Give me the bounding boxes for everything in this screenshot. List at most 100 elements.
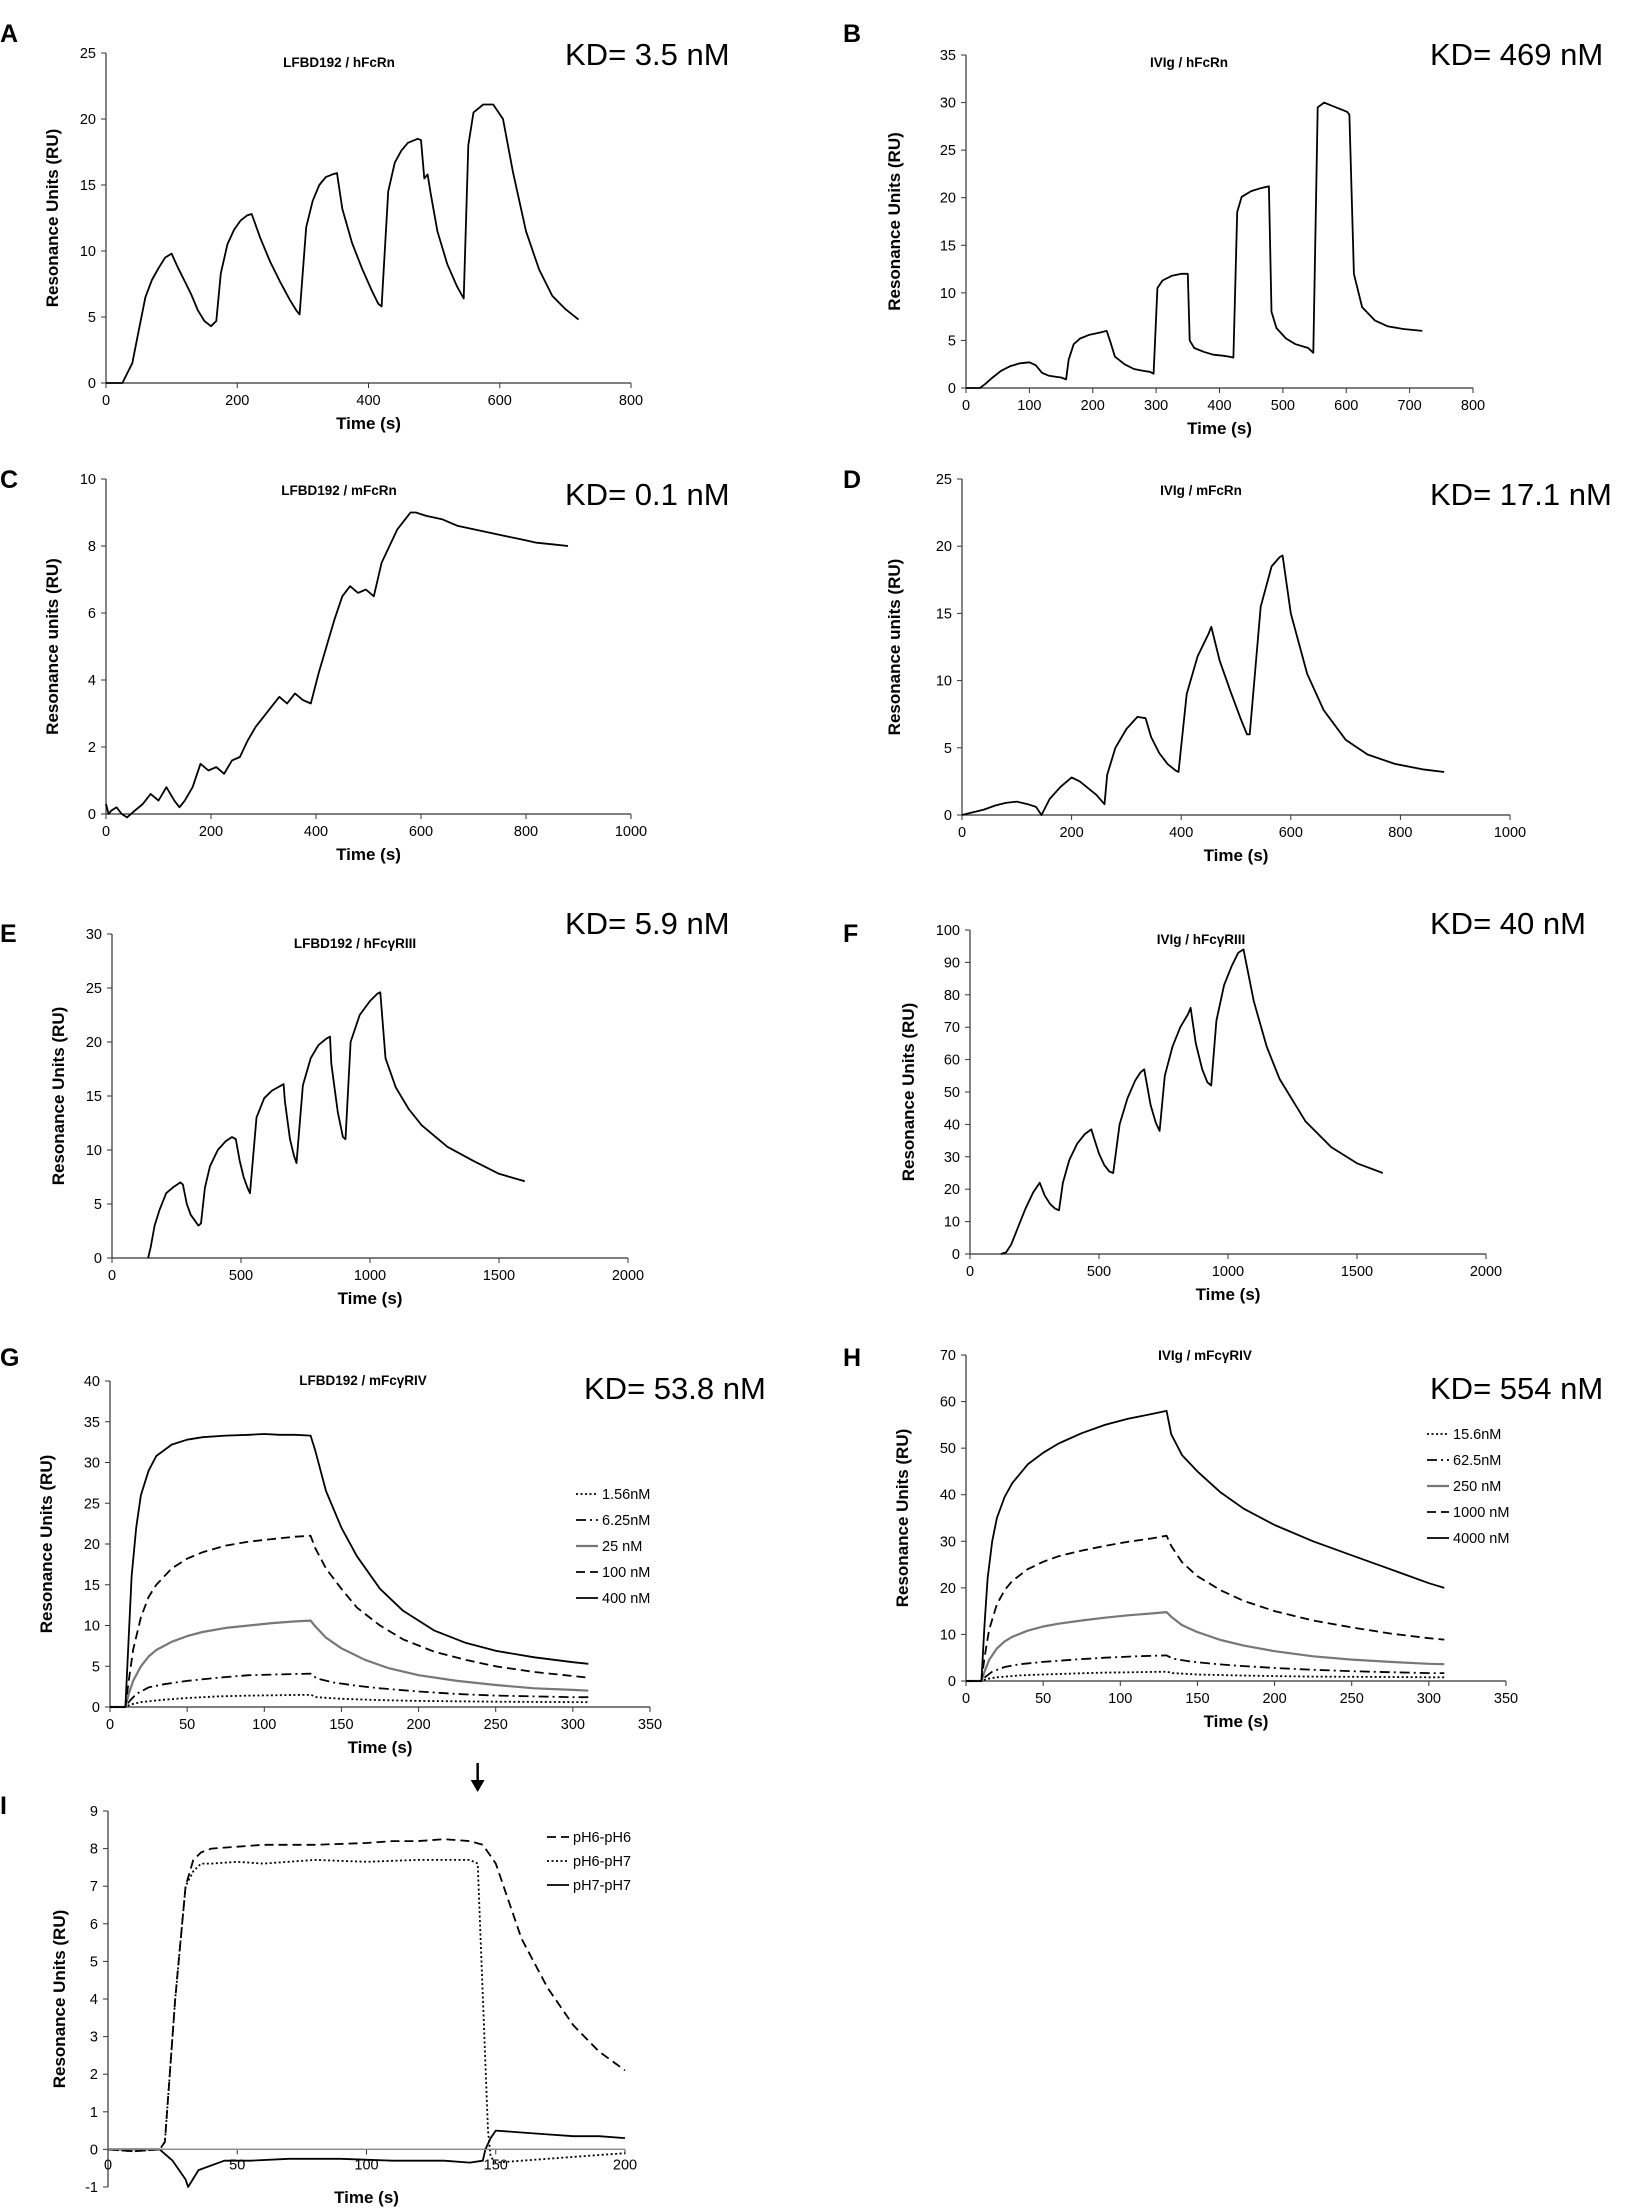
series-line-250-nm (966, 1611, 1445, 1683)
x-tick-label: 800 (1388, 825, 1412, 841)
x-tick-label: 500 (1271, 398, 1295, 414)
panel-letter: E (0, 920, 17, 948)
y-tick-label: 20 (86, 1035, 102, 1051)
x-tick-label: 300 (1144, 398, 1168, 414)
y-tick-label: 0 (88, 376, 96, 392)
y-axis-label: Resonance Units (RU) (50, 1910, 69, 2089)
x-tick-label: 50 (229, 2157, 245, 2173)
series-line-sensorgram (1000, 948, 1384, 1255)
y-tick-label: 60 (940, 1395, 956, 1411)
panel-letter: I (0, 1792, 7, 1820)
x-tick-label: 0 (102, 393, 110, 409)
x-tick-label: 400 (356, 393, 380, 409)
x-tick-label: 700 (1398, 398, 1422, 414)
panel-b: B IVIg / hFcRn KD= 469 nM 0 5 10 15 20 25 30 35 0 10… (843, 20, 1603, 438)
legend-label: 15.6nM (1453, 1427, 1501, 1443)
series-line-25-nm (110, 1619, 589, 1709)
x-tick-label: 800 (1461, 398, 1485, 414)
x-tick-label: 200 (1262, 1691, 1286, 1707)
x-tick-label: 250 (484, 1717, 508, 1733)
x-axis-label: Time (s) (348, 1738, 413, 1757)
x-tick-label: 50 (1035, 1691, 1051, 1707)
x-tick-label: 1500 (1341, 1264, 1373, 1280)
y-tick-label: 40 (84, 1374, 100, 1390)
series-line-100-nm (110, 1534, 589, 1708)
y-tick-label: 25 (86, 981, 102, 997)
x-tick-label: 400 (1169, 825, 1193, 841)
y-tick-label: 80 (944, 988, 960, 1004)
x-axis-label: Time (s) (334, 2188, 399, 2207)
legend-label: 62.5nM (1453, 1453, 1501, 1469)
x-tick-label: 300 (561, 1717, 585, 1733)
panel-letter: D (843, 466, 861, 494)
panel-d: D IVIg / mFcRn KD= 17.1 nM 0 5 10 15 20 25 0 200 40… (843, 466, 1612, 865)
y-tick-label: 0 (948, 1674, 956, 1690)
x-tick-label: 0 (102, 824, 110, 840)
series-line-15-6nm (966, 1670, 1445, 1682)
y-tick-label: 100 (936, 923, 960, 939)
y-axis-label: Resonance Units (RU) (49, 1007, 68, 1186)
y-tick-label: 15 (940, 238, 956, 254)
y-tick-label: 90 (944, 955, 960, 971)
y-tick-label: 5 (94, 1197, 102, 1213)
y-tick-label: 0 (948, 381, 956, 397)
x-tick-label: 0 (958, 825, 966, 841)
y-tick-label: 70 (944, 1020, 960, 1036)
y-tick-label: 10 (936, 674, 952, 690)
y-tick-label: 1 (90, 2105, 98, 2121)
y-tick-label: 8 (88, 539, 96, 555)
x-tick-label: 800 (619, 393, 643, 409)
y-tick-label: 30 (940, 1534, 956, 1550)
panel-h: H IVIg / mFcγRIV KD= 554 nM 0 10 20 30 40 50 60 70… (843, 1344, 1603, 1731)
x-tick-label: 0 (962, 398, 970, 414)
y-tick-label: 2 (88, 740, 96, 756)
y-tick-label: 10 (944, 1215, 960, 1231)
y-tick-label: 30 (84, 1456, 100, 1472)
y-tick-label: 35 (84, 1415, 100, 1431)
series-line-1000-nm (966, 1534, 1445, 1682)
x-tick-label: 100 (1017, 398, 1041, 414)
y-tick-label: 10 (86, 1143, 102, 1159)
x-tick-label: 600 (409, 824, 433, 840)
x-tick-label: 150 (484, 2157, 508, 2173)
x-tick-label: 600 (488, 393, 512, 409)
x-tick-label: 1500 (483, 1268, 515, 1284)
panel-letter: H (843, 1344, 861, 1372)
y-axis-label: Resonance units (RU) (885, 559, 904, 736)
y-tick-label: 5 (948, 333, 956, 349)
legend-label: 1.56nM (602, 1487, 650, 1503)
y-tick-label: 4 (88, 673, 96, 689)
y-tick-label: 2 (90, 2067, 98, 2083)
series-line-sensorgram (105, 511, 569, 819)
series-line-sensorgram (106, 103, 580, 384)
x-tick-label: 350 (638, 1717, 662, 1733)
y-tick-label: 0 (92, 1700, 100, 1716)
y-tick-label: 40 (940, 1488, 956, 1504)
y-tick-label: 5 (90, 1954, 98, 1970)
y-axis-label: Resonance Units (RU) (37, 1455, 56, 1634)
panel-c: C LFBD192 / mFcRn KD= 0.1 nM 0 2 4 6 8 10 0 200 400… (0, 466, 730, 864)
y-tick-label: 10 (940, 286, 956, 302)
y-tick-label: 10 (80, 244, 96, 260)
y-tick-label: 6 (90, 1917, 98, 1933)
x-tick-label: 600 (1279, 825, 1303, 841)
x-tick-label: 150 (1185, 1691, 1209, 1707)
y-tick-label: 0 (944, 808, 952, 824)
panel-a: A LFBD192 / hFcRn KD= 3.5 nM 0 5 10 15 20 25 0 200… (0, 20, 730, 433)
kd-annotation: KD= 40 nM (1430, 906, 1586, 941)
y-tick-label: 10 (84, 1619, 100, 1635)
y-tick-label: 20 (84, 1537, 100, 1553)
panel-e: E LFBD192 / hFcγRIII KD= 5.9 nM 0 5 10 15 20 25 3… (0, 906, 730, 1308)
x-tick-label: 2000 (612, 1268, 644, 1284)
legend-label: 400 nM (602, 1591, 650, 1607)
x-axis-label: Time (s) (336, 414, 401, 433)
y-tick-label: 9 (90, 1804, 98, 1820)
series-line-6-25nm (110, 1672, 589, 1708)
panel-i: I -1 0 1 2 3 4 5 6 7 8 9 0 50 100 150 200 Time (s) Resonan… (0, 1763, 637, 2207)
y-tick-label: 4 (90, 1992, 98, 2008)
x-tick-label: 0 (106, 1717, 114, 1733)
x-tick-label: 500 (1087, 1264, 1111, 1280)
y-tick-label: 50 (940, 1441, 956, 1457)
y-tick-label: 6 (88, 606, 96, 622)
